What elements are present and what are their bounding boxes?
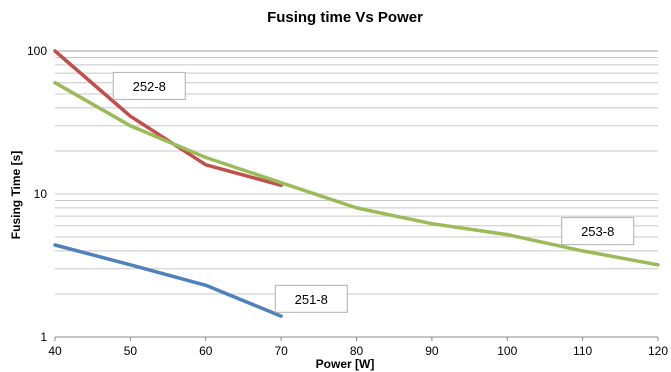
x-tick-label: 100: [497, 344, 517, 358]
y-tick-label: 10: [34, 187, 48, 201]
x-tick-label: 70: [274, 344, 288, 358]
x-tick-label: 80: [350, 344, 364, 358]
series-label-251-8: 251-8: [295, 292, 328, 307]
series-line-252-8: [55, 51, 281, 185]
x-tick-label: 120: [648, 344, 668, 358]
series-label-252-8: 252-8: [133, 79, 166, 94]
y-axis-title: Fusing Time [s]: [9, 151, 23, 239]
x-tick-label: 50: [124, 344, 138, 358]
y-tick-label: 100: [27, 44, 47, 58]
y-tick-label: 1: [40, 330, 47, 344]
series-line-251-8: [55, 245, 281, 316]
x-tick-label: 110: [573, 344, 592, 358]
x-tick-label: 60: [199, 344, 213, 358]
x-tick-label: 40: [48, 344, 62, 358]
x-axis-title: Power [W]: [316, 357, 375, 371]
y-ticks: 1 10 100: [27, 44, 47, 344]
series-label-253-8: 253-8: [581, 224, 614, 239]
chart-title: Fusing time Vs Power: [267, 9, 423, 26]
x-tick-label: 90: [425, 344, 439, 358]
x-ticks: 40 50 60 70 80 90 100 110 120: [48, 337, 668, 358]
